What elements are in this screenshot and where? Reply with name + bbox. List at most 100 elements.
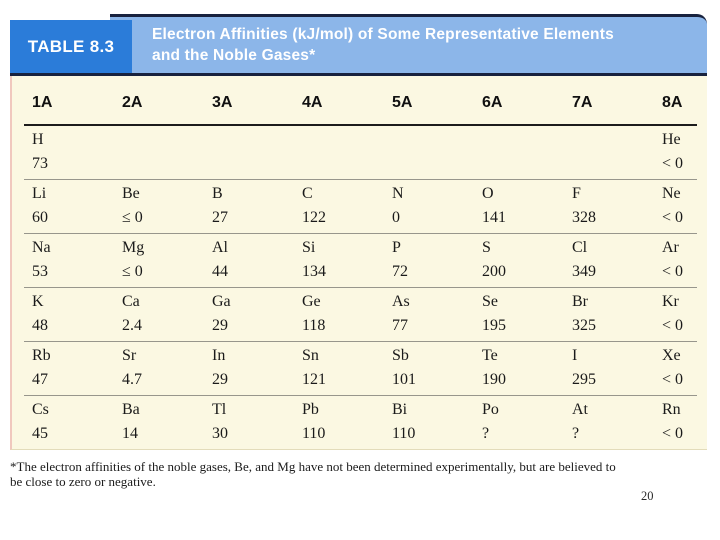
electron-affinity-value: 118 (302, 317, 326, 334)
element-cell: Cs 45 (24, 396, 114, 449)
element-symbol: Ar (662, 239, 679, 256)
element-cell: Kr < 0 (654, 288, 697, 341)
element-cell: Al 44 (204, 234, 294, 287)
element-symbol: Te (482, 347, 498, 364)
electron-affinity-value: 295 (572, 371, 596, 388)
element-cell (204, 126, 294, 179)
element-symbol: Al (212, 239, 228, 256)
element-symbol: Ca (122, 293, 140, 310)
element-symbol: Sr (122, 347, 137, 364)
element-cell: Pb 110 (294, 396, 384, 449)
element-symbol: Ge (302, 293, 321, 310)
element-cell: I 295 (564, 342, 654, 395)
element-cell: S 200 (474, 234, 564, 287)
element-cell: He < 0 (654, 126, 697, 179)
electron-affinity-value: 349 (572, 263, 596, 280)
table-title: Electron Affinities (kJ/mol) of Some Rep… (152, 24, 699, 66)
element-symbol: Ne (662, 185, 681, 202)
electron-affinity-value: ? (482, 425, 490, 442)
element-symbol: Mg (122, 239, 145, 256)
electron-affinity-value: 2.4 (122, 317, 142, 334)
table-row: Rb 47 Sr 4.7 In 29 Sn 121 Sb 101 Te 190 I 295 Xe < 0 (24, 342, 697, 396)
element-cell: O 141 (474, 180, 564, 233)
electron-affinity-value: 195 (482, 317, 506, 334)
element-symbol: In (212, 347, 226, 364)
footnote-line2: be close to zero or negative. (10, 474, 156, 489)
element-cell: Be ≤ 0 (114, 180, 204, 233)
electron-affinity-value: 53 (32, 263, 48, 280)
element-cell: Sb 101 (384, 342, 474, 395)
table-footnote: *The electron affinities of the noble ga… (10, 459, 707, 489)
element-cell: Si 134 (294, 234, 384, 287)
element-cell: Te 190 (474, 342, 564, 395)
element-symbol: B (212, 185, 223, 202)
element-symbol: Kr (662, 293, 679, 310)
electron-affinity-value: 4.7 (122, 371, 142, 388)
electron-affinity-value: 48 (32, 317, 48, 334)
element-cell: Ga 29 (204, 288, 294, 341)
electron-affinity-value: 47 (32, 371, 48, 388)
element-symbol: Pb (302, 401, 319, 418)
element-symbol: Bi (392, 401, 408, 418)
element-cell: F 328 (564, 180, 654, 233)
element-cell: As 77 (384, 288, 474, 341)
table-header: TABLE 8.3 Electron Affinities (kJ/mol) o… (10, 14, 707, 76)
electron-affinity-value: 328 (572, 209, 596, 226)
element-symbol: Ga (212, 293, 231, 310)
table-row: Na 53 Mg ≤ 0 Al 44 Si 134 P 72 S 200 Cl 349 Ar < 0 (24, 234, 697, 288)
element-symbol: F (572, 185, 581, 202)
electron-affinity-value: 200 (482, 263, 506, 280)
table-row: Cs 45 Ba 14 Tl 30 Pb 110 Bi 110 Po? At? Rn < 0 (24, 396, 697, 449)
electron-affinity-value: 101 (392, 371, 416, 388)
element-cell: Ba 14 (114, 396, 204, 449)
element-symbol: K (32, 293, 44, 310)
element-symbol: H (32, 131, 44, 148)
column-header: 3A (212, 94, 233, 111)
electron-affinity-value: 121 (302, 371, 326, 388)
element-symbol: Rb (32, 347, 51, 364)
electron-affinity-value: 29 (212, 371, 228, 388)
element-cell (114, 126, 204, 179)
element-symbol: I (572, 347, 578, 364)
element-symbol: He (662, 131, 681, 148)
element-symbol: Po (482, 401, 499, 418)
element-cell: Cl 349 (564, 234, 654, 287)
element-cell: Br 325 (564, 288, 654, 341)
column-header: 8A (662, 94, 683, 111)
electron-affinity-value: < 0 (662, 209, 684, 226)
column-header-row: 1A 2A 3A 4A 5A 6A 7A 8A (24, 88, 697, 126)
electron-affinity-value: 44 (212, 263, 228, 280)
electron-affinity-value: 72 (392, 263, 408, 280)
element-cell: In 29 (204, 342, 294, 395)
element-symbol: Na (32, 239, 51, 256)
element-cell: B 27 (204, 180, 294, 233)
electron-affinity-value: ? (572, 425, 580, 442)
element-symbol: S (482, 239, 491, 256)
electron-affinity-table: 1A 2A 3A 4A 5A 6A 7A 8A H 73 He < 0 Li 60 Be ≤ 0 B 27 C 12… (10, 76, 707, 450)
element-cell: At? (564, 396, 654, 449)
column-header: 1A (32, 94, 53, 111)
electron-affinity-value: 60 (32, 209, 48, 226)
footnote-line1: *The electron affinities of the noble ga… (10, 459, 616, 474)
electron-affinity-value: < 0 (662, 371, 684, 388)
slide-page-number: 20 (641, 489, 654, 503)
column-header: 4A (302, 94, 323, 111)
element-cell: Rn < 0 (654, 396, 697, 449)
table-title-line1: Electron Affinities (kJ/mol) of Some Rep… (152, 26, 614, 43)
element-symbol: Ba (122, 401, 140, 418)
electron-affinity-value: 73 (32, 155, 48, 172)
element-cell (384, 126, 474, 179)
element-symbol: Xe (662, 347, 681, 364)
electron-affinity-value: 30 (212, 425, 228, 442)
element-cell: Sr 4.7 (114, 342, 204, 395)
electron-affinity-value: 14 (122, 425, 138, 442)
element-cell: Rb 47 (24, 342, 114, 395)
element-symbol: N (392, 185, 404, 202)
electron-affinity-value: 190 (482, 371, 506, 388)
element-cell: Mg ≤ 0 (114, 234, 204, 287)
column-header: 7A (572, 94, 593, 111)
element-symbol: Rn (662, 401, 681, 418)
element-cell: K 48 (24, 288, 114, 341)
